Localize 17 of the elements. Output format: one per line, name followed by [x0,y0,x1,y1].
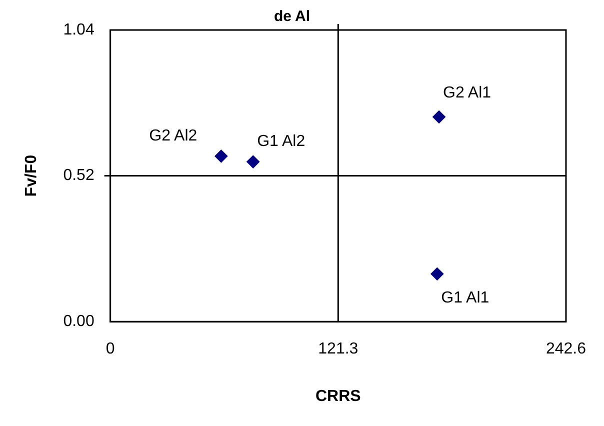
annotation: G2 Al2 [149,128,198,145]
point [432,110,446,124]
point [214,150,228,163]
annotation: G1 Al2 [257,133,306,150]
point [246,155,260,168]
y-tick-label: 1.04 [63,21,94,38]
point [430,267,444,280]
x-tick-label: 242.6 [546,340,586,358]
annotation: G2 Al1 [443,84,492,102]
x-tick-label: 121.3 [318,340,358,358]
y-axis-title: Fv/F0 [23,154,40,197]
x-tick-label: 0 [106,340,115,358]
chart-title: de Al [274,8,310,26]
y-tick-label: 0.52 [63,167,94,184]
x-axis-title: CRRS [315,388,362,405]
y-tick-label: 0.00 [63,313,94,330]
annotation: G1 Al1 [441,289,490,306]
